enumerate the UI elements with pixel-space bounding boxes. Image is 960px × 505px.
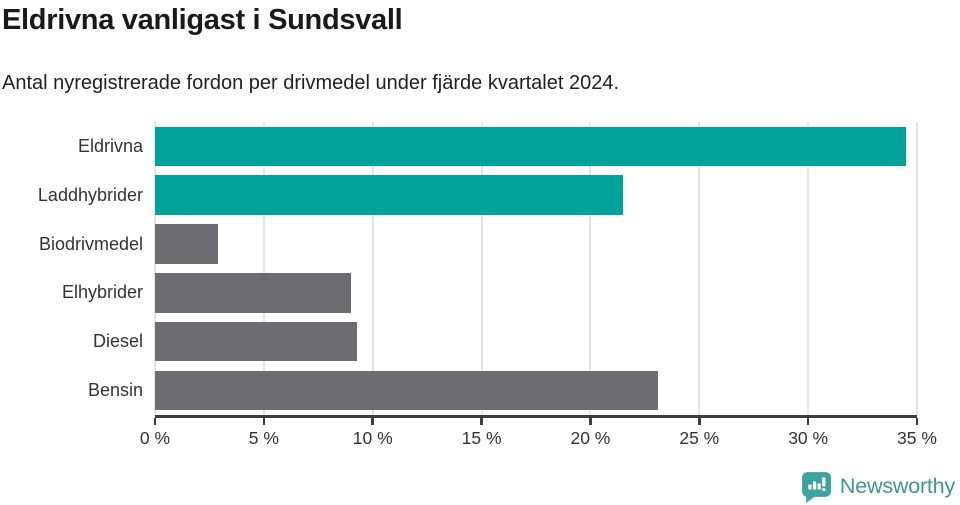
bar-elhybrider	[155, 273, 351, 313]
gridline-15	[480, 122, 483, 415]
axis-tick-35	[915, 418, 919, 425]
axis-tick-15	[480, 418, 483, 425]
category-label-bensin: Bensin	[87, 380, 143, 401]
category-label-diesel: Diesel	[92, 331, 143, 352]
axis-tick-5	[262, 418, 266, 425]
gridline-0	[154, 122, 156, 415]
gridline-30	[807, 122, 810, 415]
bar-chart: Eldrivna Laddhybrider Biodrivmedel Elhybrid…	[0, 122, 960, 462]
gridline-20	[589, 122, 592, 415]
newsworthy-brand: Newsworthy	[800, 470, 955, 503]
bar-laddhybrider	[155, 175, 624, 215]
gridline-25	[698, 122, 701, 415]
chart-subtitle: Antal nyregistrerade fordon per drivmede…	[2, 72, 620, 94]
axis-tick-20	[589, 418, 592, 425]
axis-tick-label-20: 20 %	[570, 428, 611, 448]
category-label-laddhybrider: Laddhybrider	[37, 184, 143, 205]
bar-diesel	[155, 321, 358, 362]
axis-tick-25	[698, 418, 701, 425]
axis-tick-label-25: 25 %	[679, 428, 720, 448]
axis-tick-label-10: 10 %	[352, 428, 393, 448]
axis-tick-label-30: 30 %	[788, 428, 829, 448]
bar-chart-speech-bubble-icon	[801, 472, 831, 503]
axis-tick-label-35: 35 %	[897, 428, 937, 448]
axis-tick-label-5: 5 %	[248, 428, 279, 448]
axis-tick-0	[153, 418, 157, 425]
axis-tick-10	[371, 418, 374, 425]
plot-area: 0 % 5 % 10 % 15 % 20 % 25 % 30 % 35 %	[140, 122, 937, 448]
category-label-eldrivna: Eldrivna	[77, 135, 143, 156]
category-labels: Eldrivna Laddhybrider Biodrivmedel Elhybrid…	[0, 122, 143, 415]
gridline-10	[371, 122, 374, 415]
bar-bensin	[155, 370, 658, 411]
axis-tick-label-0: 0 %	[139, 428, 171, 448]
bar-eldrivna	[155, 126, 907, 166]
chart-title: Eldrivna vanligast i Sundsvall	[2, 4, 403, 36]
bar-biodrivmedel	[155, 224, 219, 264]
gridline-35	[916, 122, 918, 415]
axis-tick-label-15: 15 %	[461, 428, 502, 448]
category-label-biodrivmedel: Biodrivmedel	[38, 233, 143, 254]
brand-name: Newsworthy	[839, 474, 955, 498]
axis-tick-30	[806, 418, 810, 425]
category-label-elhybrider: Elhybrider	[61, 282, 143, 303]
gridline-5	[262, 122, 265, 415]
